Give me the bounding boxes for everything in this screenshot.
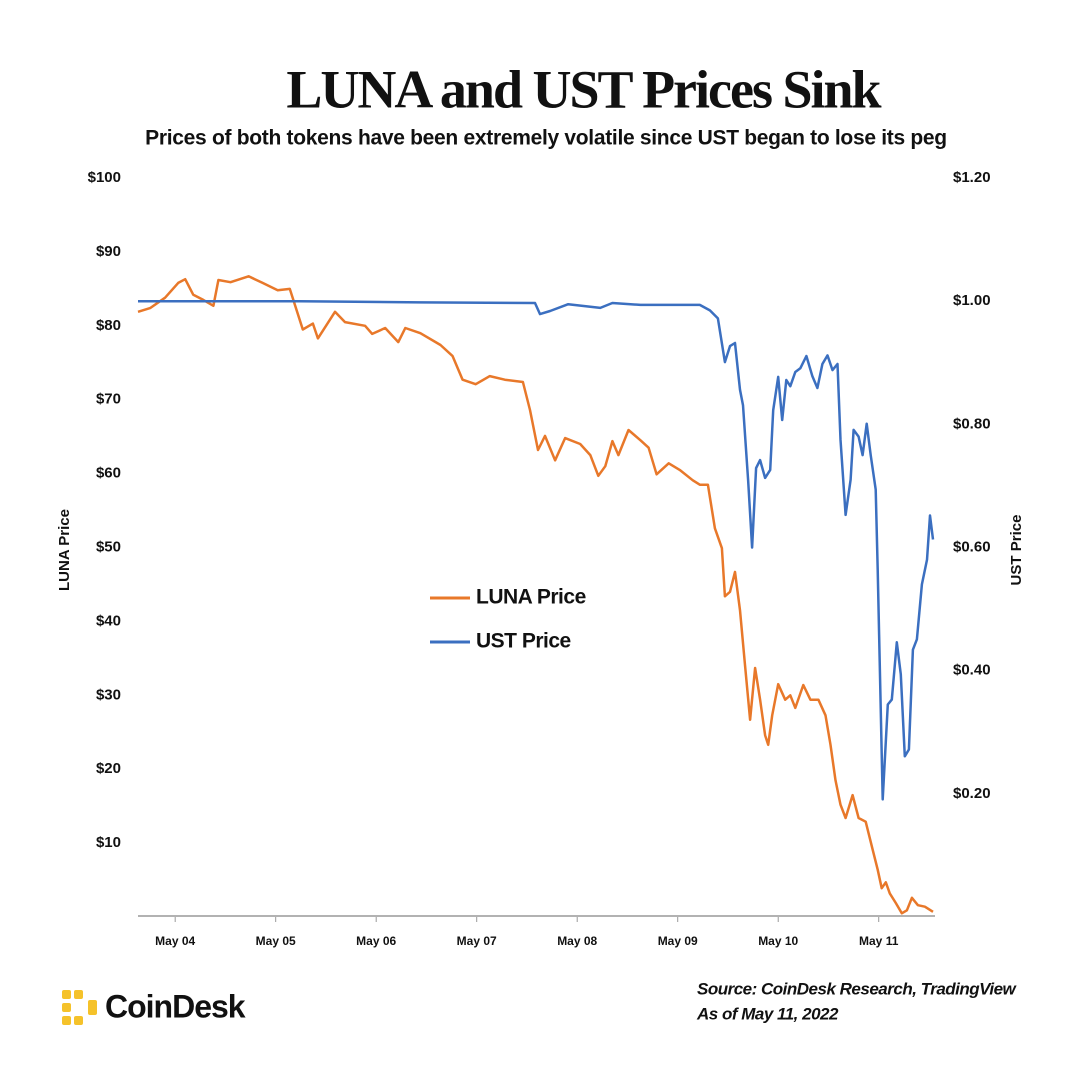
x-tick-label: May 08 — [557, 934, 597, 948]
y2-tick-label: $1.00 — [953, 292, 991, 309]
y-axis-label: LUNA Price — [56, 509, 73, 591]
y-tick-label: $100 — [88, 169, 121, 186]
x-tick-label: May 09 — [658, 934, 698, 948]
series-line — [137, 275, 934, 915]
y2-tick-label: $0.80 — [953, 415, 991, 432]
x-tick-label: May 10 — [758, 934, 798, 948]
y-tick-label: $40 — [96, 612, 121, 629]
date-note: As of May 11, 2022 — [696, 1004, 839, 1023]
x-tick-label: May 04 — [155, 934, 195, 948]
series-line — [138, 299, 935, 801]
y-tick-label: $80 — [96, 317, 121, 334]
y2-tick-label: $0.20 — [953, 785, 991, 802]
source-note: Source: CoinDesk Research, TradingView — [697, 979, 1018, 998]
x-tick-label: May 11 — [859, 934, 899, 948]
chart-title: LUNA and UST Prices Sink — [286, 59, 881, 119]
y-tick-label: $20 — [96, 760, 121, 777]
legend-label: LUNA Price — [476, 586, 586, 609]
x-tick-label: May 06 — [356, 934, 396, 948]
chart-subtitle: Prices of both tokens have been extremel… — [145, 127, 947, 150]
brand-logo-icon — [62, 990, 97, 1025]
y2-tick-label: $0.60 — [953, 538, 991, 555]
x-tick-label: May 05 — [256, 934, 296, 948]
y-tick-label: $50 — [96, 538, 121, 555]
legend-label: UST Price — [476, 630, 571, 653]
y2-tick-label: $1.20 — [953, 169, 991, 186]
y2-axis-label: UST Price — [1008, 515, 1025, 586]
y-tick-label: $90 — [96, 243, 121, 260]
x-tick-label: May 07 — [457, 934, 497, 948]
y-tick-label: $70 — [96, 391, 121, 408]
y2-tick-label: $0.40 — [953, 662, 991, 679]
y-tick-label: $60 — [96, 465, 121, 482]
y-tick-label: $30 — [96, 686, 121, 703]
y-tick-label: $10 — [96, 834, 121, 851]
brand-name: CoinDesk — [105, 988, 246, 1024]
